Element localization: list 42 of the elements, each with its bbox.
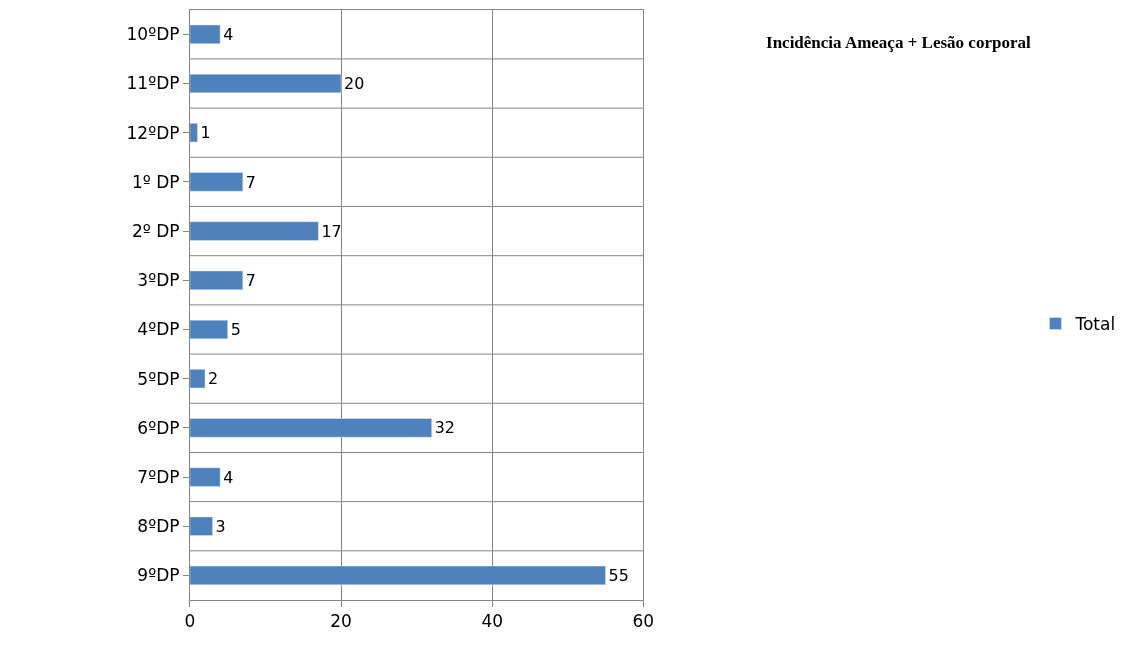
bar [189, 319, 228, 340]
bar [189, 369, 206, 389]
bar [189, 123, 198, 143]
data-label: 20 [344, 74, 365, 94]
bar [189, 516, 213, 536]
x-tick-label: 0 [184, 611, 196, 632]
bar [189, 418, 432, 438]
data-label: 3 [215, 516, 226, 536]
y-tick-label: 9ºDP [137, 565, 180, 586]
y-tick-label: 7ºDP [137, 467, 180, 488]
bar [189, 270, 244, 290]
data-label: 5 [230, 320, 241, 340]
data-label: 7 [245, 270, 256, 290]
y-tick-label: 1º DP [131, 171, 180, 192]
bar [189, 24, 221, 44]
y-tick-label: 11ºDP [126, 73, 180, 94]
y-tick-label: 10ºDP [126, 24, 180, 45]
y-tick-label: 12ºDP [126, 122, 180, 143]
x-tick-label: 20 [330, 611, 352, 632]
bar [189, 467, 221, 487]
y-tick-label: 5ºDP [137, 368, 180, 389]
data-label: 4 [223, 24, 234, 44]
data-label: 1 [200, 123, 211, 143]
x-tick-label: 60 [632, 611, 655, 632]
data-label: 2 [208, 369, 219, 389]
bar [189, 565, 606, 586]
data-label: 4 [223, 467, 234, 487]
y-tick-label: 8ºDP [137, 516, 180, 537]
data-label: 32 [434, 418, 455, 438]
bar [189, 172, 244, 192]
y-tick-label: 3ºDP [137, 270, 180, 291]
y-tick-label: 6ºDP [137, 417, 180, 438]
data-label: 17 [321, 221, 342, 241]
data-label: 55 [608, 566, 629, 586]
bar [189, 221, 319, 241]
bar [189, 73, 342, 94]
y-tick-label: 2º DP [131, 221, 180, 242]
x-tick-label: 40 [481, 611, 504, 632]
text: Incidência Ameaça + Lesão corporal [766, 33, 1031, 53]
legend-label: Total [1074, 314, 1116, 335]
y-tick-label: 4ºDP [137, 319, 180, 340]
data-label: 7 [245, 172, 256, 192]
